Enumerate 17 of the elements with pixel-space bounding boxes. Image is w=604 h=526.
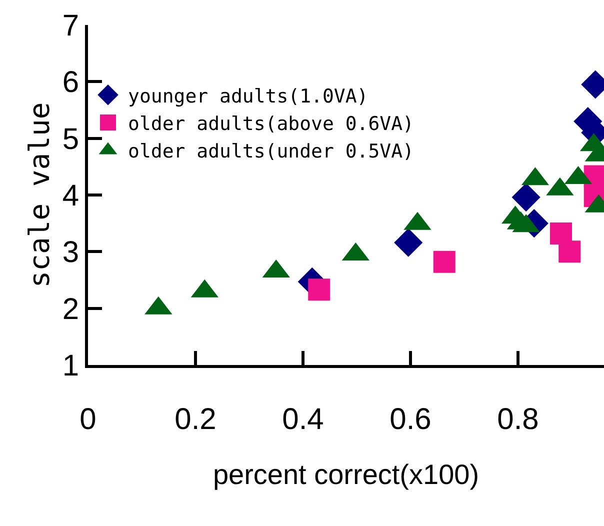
legend-label: older adults(under 0.5VA) (128, 140, 414, 163)
x-tick-label: 0 (80, 403, 96, 436)
x-tick-label: 0.8 (497, 403, 539, 436)
y-tick-label: 5 (62, 122, 79, 156)
y-tick-label: 2 (62, 292, 79, 326)
legend-label: younger adults(1.0VA) (128, 85, 368, 108)
y-tick-label: 1 (62, 350, 79, 382)
legend-label: older adults(above 0.6VA) (128, 112, 414, 135)
x-tick-label: 0.2 (174, 403, 216, 436)
y-tick-label: 3 (62, 236, 79, 270)
x-tick-label: 0.4 (282, 403, 324, 436)
y-tick-label: 4 (62, 180, 79, 212)
x-tick-label: 0.6 (390, 403, 432, 436)
y-tick-label: 6 (62, 66, 79, 100)
x-axis-title: percent correct(x100) (212, 459, 480, 490)
y-axis-title: scale value (23, 102, 56, 288)
y-tick-label: 7 (62, 10, 79, 42)
